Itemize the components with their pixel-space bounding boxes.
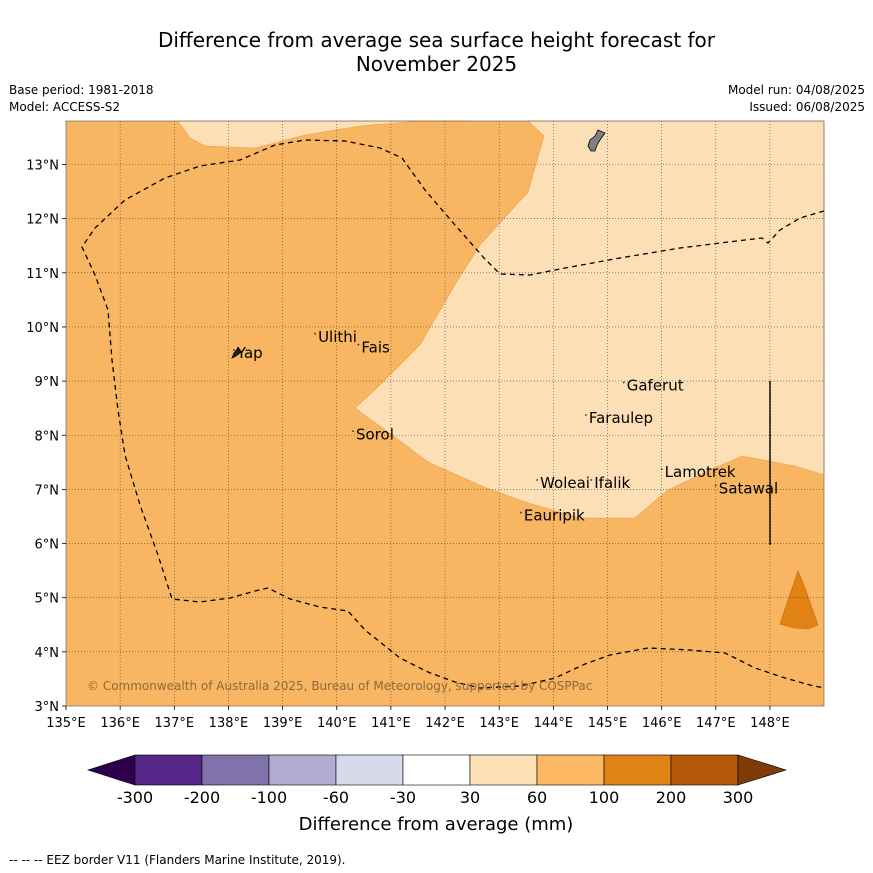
title-line-1: Difference from average sea surface heig… xyxy=(157,28,716,52)
yap-island xyxy=(231,347,242,359)
x-tick-label: 141°E xyxy=(371,716,411,731)
island-dot xyxy=(590,479,593,481)
place-label-lamotrek: Lamotrek xyxy=(665,463,736,481)
place-label-ulithi: Ulithi xyxy=(318,328,357,346)
eez-border xyxy=(81,139,825,689)
place-label-gaferut: Gaferut xyxy=(627,377,684,395)
place-label-yap: Yap xyxy=(236,344,263,362)
copyright-note: © Commonwealth of Australia 2025, Bureau… xyxy=(87,679,592,693)
x-tick-label: 140°E xyxy=(317,716,357,731)
colorbar-bin xyxy=(670,754,739,786)
colorbar-tick-label: -100 xyxy=(251,788,287,807)
y-tick-label: 5°N xyxy=(35,592,60,607)
eez-legend-note: -- -- -- EEZ border V11 (Flanders Marine… xyxy=(9,853,346,867)
colorbar-tick-label: -200 xyxy=(184,788,220,807)
island-dot xyxy=(314,332,316,335)
y-tick-label: 13°N xyxy=(26,159,59,174)
place-label-ifalik: Ifalik xyxy=(594,474,630,492)
colorbar-bin xyxy=(469,754,538,786)
colorbar-extend-low xyxy=(87,754,136,786)
x-tick-label: 139°E xyxy=(263,716,303,731)
x-tick-label: 137°E xyxy=(155,716,195,731)
gridlines xyxy=(66,121,824,706)
colorbar: -300 -200 -100 -60 -30 30 60 100 200 300 xyxy=(87,754,788,807)
colorbar-tick-label: 300 xyxy=(723,788,754,807)
x-tick-label: 146°E xyxy=(642,716,682,731)
x-tick-label: 144°E xyxy=(534,716,574,731)
issued-date: Issued: 06/08/2025 xyxy=(749,100,865,114)
place-label-woleai: Woleai xyxy=(540,474,590,492)
place-label-satawal: Satawal xyxy=(719,479,778,497)
island-dot xyxy=(584,414,587,416)
y-tick-label: 7°N xyxy=(35,483,60,498)
chart-title: Difference from average sea surface heig… xyxy=(0,28,873,76)
meta-left: Base period: 1981-2018 Model: ACCESS-S2 xyxy=(9,82,154,116)
colorbar-bin xyxy=(268,754,337,786)
place-label-sorol: Sorol xyxy=(356,425,394,443)
colorbar-bin xyxy=(335,754,404,786)
y-tick-label: 6°N xyxy=(35,538,60,553)
colorbar-tick-label: -30 xyxy=(390,788,416,807)
island-dot xyxy=(660,468,663,471)
colorbar-tick-label: 30 xyxy=(460,788,480,807)
y-tick-label: 4°N xyxy=(35,646,60,661)
x-tick-label: 138°E xyxy=(209,716,249,731)
x-tick-label: 136°E xyxy=(100,716,140,731)
island-dot xyxy=(352,430,354,433)
island-dot xyxy=(714,484,717,487)
x-tick-label: 147°E xyxy=(696,716,736,731)
x-tick-label: 135°E xyxy=(46,716,86,731)
place-label-faraulep: Faraulep xyxy=(589,409,653,427)
y-tick-label: 3°N xyxy=(35,700,60,715)
colorbar-tick-label: -300 xyxy=(117,788,153,807)
island-dot xyxy=(232,349,235,351)
y-tick-label: 9°N xyxy=(35,375,60,390)
x-tick-label: 142°E xyxy=(425,716,465,731)
model-name: Model: ACCESS-S2 xyxy=(9,100,121,114)
colorbar-label: Difference from average (mm) xyxy=(299,814,574,835)
anomaly-band-30-60 xyxy=(354,120,825,519)
y-tick-label: 10°N xyxy=(26,321,59,336)
island-dot xyxy=(357,343,360,346)
x-tick-label: 143°E xyxy=(479,716,519,731)
island-dot xyxy=(519,511,522,514)
colorbar-bin xyxy=(134,754,203,786)
axis-ticks: 135°E 136°E 137°E 138°E 139°E 140°E 141°E 142°E… xyxy=(26,159,789,732)
model-run: Model run: 04/08/2025 xyxy=(727,83,865,97)
island-dot xyxy=(622,381,625,384)
place-label-eauripik: Eauripik xyxy=(524,506,585,524)
y-tick-label: 8°N xyxy=(35,429,60,444)
guam-island xyxy=(587,129,606,152)
y-tick-label: 11°N xyxy=(26,267,59,282)
colorbar-tick-label: 200 xyxy=(656,788,687,807)
colorbar-bin xyxy=(536,754,605,786)
base-period: Base period: 1981-2018 xyxy=(9,83,154,97)
map-area: 135°E 136°E 137°E 138°E 139°E 140°E 141°E 142°E… xyxy=(26,120,825,732)
y-tick-label: 12°N xyxy=(26,213,59,228)
anomaly-band-100-200 xyxy=(779,570,819,630)
colorbar-bin xyxy=(603,754,672,786)
colorbar-bin xyxy=(402,754,471,786)
colorbar-tick-label: -60 xyxy=(323,788,349,807)
colorbar-bin xyxy=(201,754,270,786)
place-label-fais: Fais xyxy=(361,339,390,357)
colorbar-tick-label: 100 xyxy=(589,788,620,807)
colorbar-extend-high xyxy=(737,754,788,786)
x-tick-label: 145°E xyxy=(588,716,628,731)
colorbar-tick-label: 60 xyxy=(527,788,547,807)
title-line-2: November 2025 xyxy=(355,52,518,76)
island-dot xyxy=(536,479,539,481)
x-tick-label: 148°E xyxy=(750,716,790,731)
meta-right: Model run: 04/08/2025 Issued: 06/08/2025 xyxy=(728,82,865,116)
